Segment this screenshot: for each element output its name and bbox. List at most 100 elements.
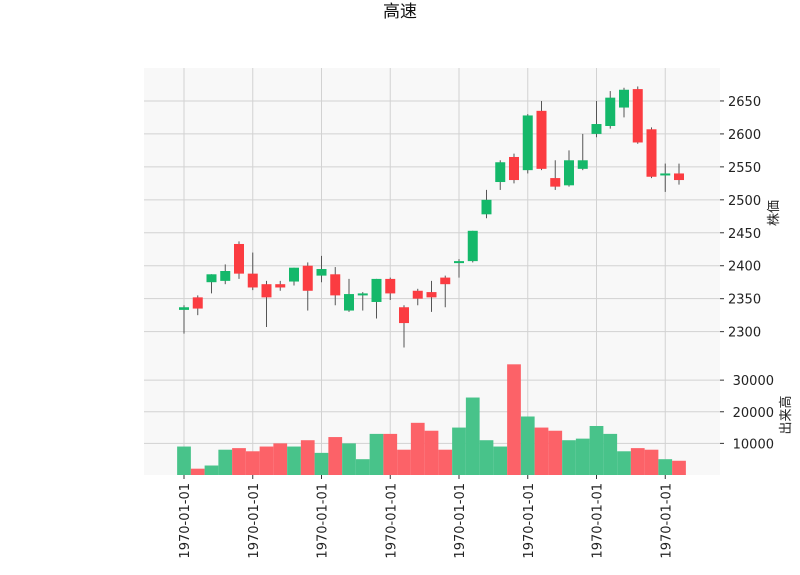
volume-bar <box>424 430 439 475</box>
volume-bar <box>562 440 576 475</box>
candle-body <box>234 243 244 274</box>
x-tick-labels: 1970-01-01 1970-01-01 1970-01-01 1970-01-01… <box>178 475 674 559</box>
volume-bar <box>177 446 191 475</box>
volume-bar <box>438 449 453 475</box>
candle-body <box>646 129 657 177</box>
candles <box>179 86 684 348</box>
volume-bar <box>259 446 274 475</box>
price-tick-label: 2300 <box>728 326 761 341</box>
candle-body <box>509 156 519 181</box>
volume-tick-label: 20000 <box>733 406 774 421</box>
volume-bar <box>520 416 535 475</box>
candle-body <box>275 284 286 288</box>
candle-body <box>467 230 478 262</box>
price-tick-label: 2550 <box>728 161 761 176</box>
x-tick-label: 1970-01-01 <box>316 483 331 559</box>
volume-bar <box>369 433 384 475</box>
candle-body <box>440 277 451 285</box>
x-tick-label: 1970-01-01 <box>659 483 674 559</box>
volume-bar <box>493 446 508 475</box>
x-tick-label: 1970-01-01 <box>453 483 468 559</box>
candle-body <box>206 274 217 283</box>
price-tick-label: 2500 <box>728 194 761 209</box>
candle-body <box>371 278 382 302</box>
candle-body <box>385 278 396 294</box>
volume-bar <box>397 449 411 475</box>
candle-body <box>674 173 684 181</box>
volume-bar <box>465 397 480 475</box>
volume-bar <box>328 437 343 475</box>
candle-body <box>330 274 341 296</box>
candle-body <box>591 124 602 134</box>
volume-bar <box>534 427 549 475</box>
volume-bar <box>342 443 356 475</box>
volume-tick-label: 30000 <box>733 374 774 389</box>
price-tick-label: 2350 <box>728 293 761 308</box>
volume-bars <box>177 364 686 475</box>
volume-bar <box>245 451 260 475</box>
candle-body <box>289 267 299 282</box>
price-tick-label: 2450 <box>728 227 761 242</box>
candle-body <box>564 160 574 186</box>
volume-bar <box>190 468 205 475</box>
x-tick-label: 1970-01-01 <box>384 483 399 559</box>
candle-body <box>426 292 437 298</box>
candle-body <box>550 178 561 187</box>
x-tick-label: 1970-01-01 <box>522 483 537 559</box>
volume-bar <box>218 449 233 475</box>
x-tick-label: 1970-01-01 <box>591 483 606 559</box>
volume-bar <box>575 438 590 475</box>
volume-bar <box>355 459 370 475</box>
volume-bar <box>548 430 563 475</box>
volume-bar <box>383 433 398 475</box>
volume-bar <box>314 452 329 475</box>
candle-body <box>316 269 327 276</box>
price-axis-label: 株価 <box>767 200 782 226</box>
x-tick-label: 1970-01-01 <box>247 483 262 559</box>
price-tick-label: 2650 <box>728 95 761 110</box>
price-tick-label: 2600 <box>728 128 761 143</box>
x-tick-label: 1970-01-01 <box>178 483 193 559</box>
volume-bar <box>232 448 246 475</box>
candle-body <box>302 265 313 291</box>
candle-body <box>495 162 506 183</box>
candle-body <box>357 293 368 296</box>
volume-bar <box>672 460 686 475</box>
candle-body <box>261 284 272 298</box>
candle-body <box>247 273 258 288</box>
volume-bar <box>479 440 494 475</box>
candle-body <box>192 297 203 309</box>
candle-body <box>481 199 492 215</box>
candle-body <box>577 160 588 169</box>
volume-bar <box>630 448 645 475</box>
candle-body <box>522 115 533 171</box>
candle-body <box>536 110 547 169</box>
volume-bar <box>603 433 618 475</box>
price-tick-label: 2400 <box>728 260 761 275</box>
volume-bar <box>617 451 631 475</box>
candle-body <box>399 307 409 324</box>
volume-bar <box>452 427 466 475</box>
volume-bar <box>204 465 219 475</box>
volume-tick-labels: 10000 20000 30000 <box>720 374 774 452</box>
candle-body <box>605 97 616 126</box>
candle-body <box>454 261 464 264</box>
volume-bar <box>507 364 521 475</box>
price-tick-labels: 2300 2350 2400 2450 2500 2550 2600 2650 <box>720 95 761 341</box>
volume-axis-label: 出来高 <box>778 395 794 434</box>
volume-bar <box>300 440 315 475</box>
volume-bar <box>658 459 673 475</box>
candle-body <box>220 271 231 281</box>
candle-body <box>412 290 423 299</box>
chart-title: 高速 <box>383 2 417 22</box>
volume-bar <box>644 449 659 475</box>
candle-body <box>179 307 189 310</box>
candle-body <box>344 294 354 311</box>
volume-bar <box>410 422 425 475</box>
volume-bar <box>287 446 301 475</box>
volume-tick-label: 10000 <box>733 437 774 452</box>
volume-bar <box>273 443 288 475</box>
candle-body <box>660 173 671 176</box>
